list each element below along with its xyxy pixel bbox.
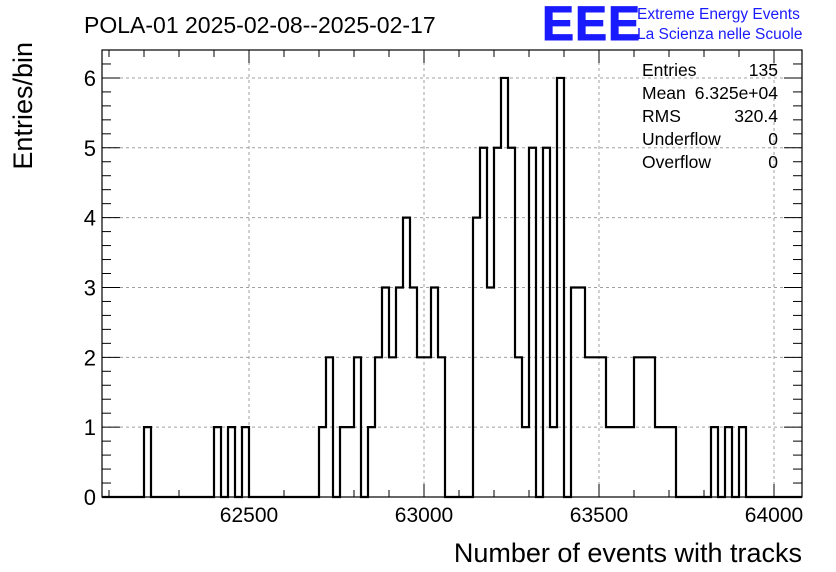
chart-title: POLA-01 2025-02-08--2025-02-17	[84, 12, 436, 38]
stats-label: Entries	[642, 60, 697, 80]
x-axis-label: Number of events with tracks	[454, 538, 802, 568]
eee-logo: EEE Extreme Energy Events La Scienza nel…	[542, 0, 803, 52]
axis-ticks	[102, 49, 802, 498]
y-tick-label: 3	[84, 275, 96, 300]
y-tick-label: 0	[84, 485, 96, 510]
stats-value: 6.325e+04	[695, 83, 778, 103]
y-tick-label: 4	[84, 206, 96, 231]
x-tick-label: 64000	[745, 504, 803, 527]
y-tick-label: 1	[84, 415, 96, 440]
grid-lines	[102, 50, 802, 497]
eee-logo-line2: La Scienza nelle Scuole	[637, 26, 802, 43]
stats-value: 0	[768, 152, 778, 172]
stats-box: Entries 135 Mean 6.325e+04 RMS 320.4 Underflow…	[642, 60, 778, 172]
y-tick-label: 2	[84, 345, 96, 370]
x-tick-labels: 62500 63000 63500 64000	[220, 504, 803, 527]
x-tick-label: 62500	[220, 504, 278, 527]
x-tick-label: 63500	[570, 504, 628, 527]
x-tick-label: 63000	[395, 504, 453, 527]
y-axis-label: Entries/bin	[8, 42, 38, 170]
plot-frame	[101, 49, 803, 498]
stats-label: RMS	[642, 106, 681, 126]
stats-label: Overflow	[642, 152, 711, 172]
y-tick-labels: 0 1 2 3 4 5 6	[84, 66, 96, 510]
stats-value: 135	[749, 60, 778, 80]
stats-label: Underflow	[642, 129, 721, 149]
stats-value: 0	[768, 129, 778, 149]
eee-logo-mark: EEE	[542, 0, 641, 51]
y-tick-label: 6	[84, 66, 96, 91]
y-tick-label: 5	[84, 136, 96, 161]
stats-label: Mean	[642, 83, 686, 103]
eee-logo-line1: Extreme Energy Events	[637, 6, 800, 23]
stats-value: 320.4	[734, 106, 778, 126]
